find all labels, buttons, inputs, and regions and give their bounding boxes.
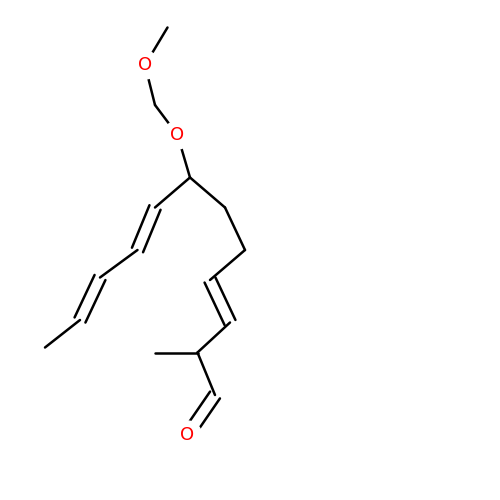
Text: O: O <box>180 426 194 444</box>
Text: O: O <box>170 126 184 144</box>
Circle shape <box>174 421 202 449</box>
Circle shape <box>164 121 192 149</box>
Circle shape <box>131 51 159 79</box>
Text: O: O <box>138 56 152 74</box>
